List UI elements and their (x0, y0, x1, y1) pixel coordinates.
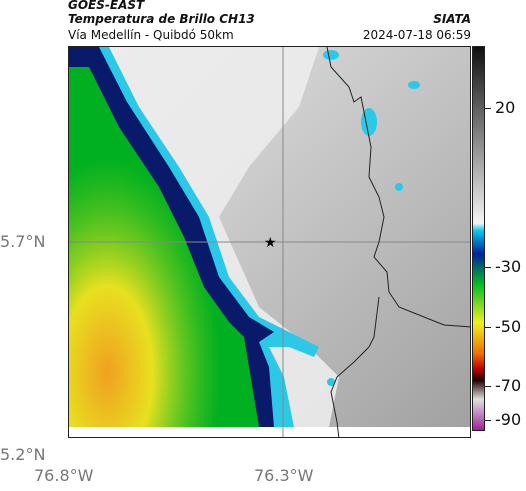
colorbar-tick (485, 267, 491, 268)
colorbar-tick (485, 386, 491, 387)
warm-top-region (69, 67, 259, 427)
route-subtitle: Vía Medellín - Quibdó 50km (68, 28, 234, 42)
lon-label: 76.8°W (34, 466, 94, 485)
colorbar-label: -70 (495, 376, 522, 395)
product-title: Temperatura de Brillo CH13 (68, 12, 255, 26)
satellite-name: GOES-EAST (68, 0, 145, 12)
colorbar-label: -30 (495, 257, 522, 276)
cyan-patch (323, 50, 339, 60)
map-header: GOES-EAST Temperatura de Brillo CH13 Vía… (68, 0, 471, 44)
colorbar (472, 46, 485, 431)
department-border (326, 47, 470, 328)
lon-label: 76.3°W (254, 466, 314, 485)
lat-label: 5.7°N (0, 232, 46, 251)
colorbar-label: -90 (495, 410, 522, 429)
organization-label: SIATA (433, 12, 471, 26)
colorbar-canvas (473, 47, 484, 430)
cyan-patch (395, 183, 403, 191)
department-border (368, 296, 380, 348)
colorbar-tick (485, 327, 491, 328)
star-icon: ★ (264, 235, 277, 251)
cyan-patch (327, 378, 335, 386)
cyan-patch (408, 81, 420, 89)
colorbar-tick (485, 420, 491, 421)
department-border (330, 346, 370, 437)
cyan-patch (361, 108, 377, 136)
datetime-label: 2024-07-18 06:59 (362, 28, 471, 42)
satellite-map[interactable]: ★ (68, 46, 471, 438)
colorbar-label: 20 (495, 98, 516, 117)
map-canvas: ★ (69, 47, 470, 437)
lat-label: 5.2°N (0, 445, 46, 464)
colorbar-tick (485, 108, 491, 109)
colorbar-label: -50 (495, 317, 522, 336)
bottom-blank (69, 427, 470, 437)
